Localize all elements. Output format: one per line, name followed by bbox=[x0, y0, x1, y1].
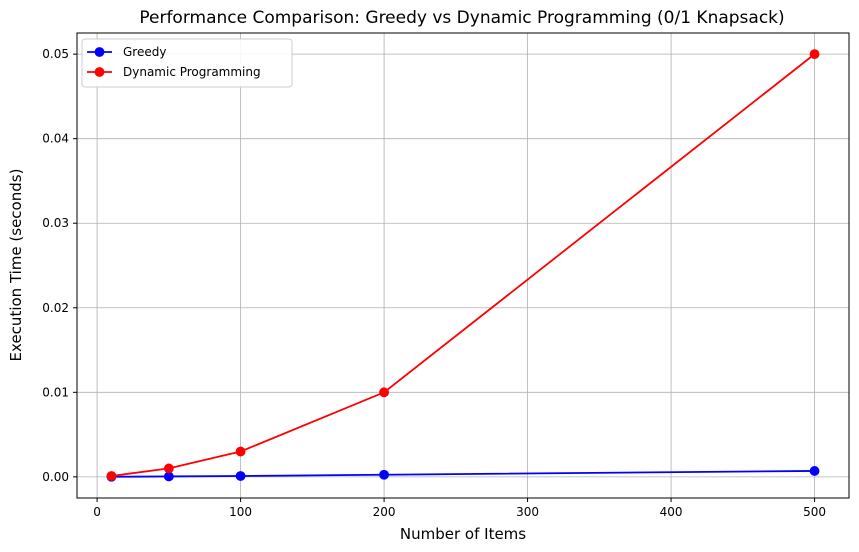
data-point bbox=[163, 463, 174, 474]
data-point bbox=[235, 446, 246, 457]
legend-box bbox=[81, 38, 293, 88]
y-tick-label: 0.04 bbox=[42, 132, 69, 146]
y-tick-label: 0.05 bbox=[42, 47, 69, 61]
data-point bbox=[106, 471, 117, 481]
data-point bbox=[235, 471, 246, 481]
data-series bbox=[106, 49, 820, 482]
series-line bbox=[110, 53, 816, 477]
y-tick-label: 0.01 bbox=[42, 385, 69, 399]
y-axis-ticks: 0.00 0.01 0.02 0.03 0.04 0.05 bbox=[42, 47, 77, 484]
y-tick-label: 0.00 bbox=[42, 470, 69, 484]
legend-marker bbox=[94, 47, 105, 57]
data-point bbox=[379, 469, 389, 480]
x-axis-ticks: 0 100 200 300 400 500 bbox=[93, 498, 826, 519]
y-tick-label: 0.02 bbox=[42, 301, 69, 315]
x-tick-label: 300 bbox=[516, 505, 539, 519]
plot-area bbox=[76, 32, 850, 499]
data-point bbox=[809, 49, 820, 60]
legend-marker bbox=[94, 67, 105, 77]
x-tick-label: 0 bbox=[93, 505, 101, 519]
x-tick-label: 400 bbox=[660, 505, 683, 519]
y-tick-label: 0.03 bbox=[42, 216, 69, 230]
x-tick-label: 200 bbox=[373, 505, 396, 519]
series-line bbox=[110, 470, 816, 478]
legend: Greedy Dynamic Programming bbox=[81, 38, 293, 88]
data-point bbox=[809, 466, 820, 476]
x-axis-label: Number of Items bbox=[400, 525, 526, 543]
legend-label: Greedy bbox=[123, 45, 166, 59]
data-point bbox=[379, 387, 389, 398]
y-axis-label: Execution Time (seconds) bbox=[7, 169, 25, 362]
x-tick-label: 100 bbox=[229, 505, 252, 519]
x-tick-label: 500 bbox=[803, 505, 826, 519]
grid-lines bbox=[77, 33, 849, 498]
legend-label: Dynamic Programming bbox=[123, 65, 261, 79]
chart-title: Performance Comparison: Greedy vs Dynami… bbox=[139, 8, 784, 28]
